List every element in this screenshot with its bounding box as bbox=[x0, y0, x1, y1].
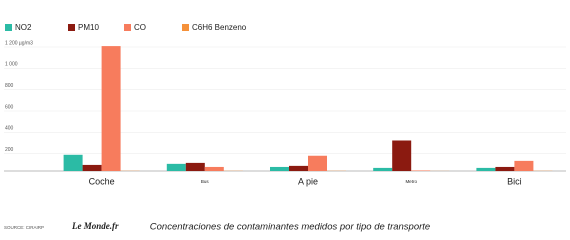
bar bbox=[411, 170, 431, 171]
bar bbox=[204, 166, 224, 171]
x-tick-label: Bici bbox=[507, 176, 522, 186]
bar bbox=[63, 154, 83, 171]
caption: Concentraciones de contaminantes medidos… bbox=[150, 222, 430, 233]
bar bbox=[495, 166, 515, 171]
legend-label: C6H6 Benzeno bbox=[192, 23, 247, 32]
bar bbox=[166, 163, 186, 171]
legend-swatch bbox=[5, 24, 12, 31]
y-tick-label: 1 200 µg/m3 bbox=[5, 40, 33, 46]
legend-label: NO2 bbox=[15, 23, 32, 32]
legend-label: PM10 bbox=[78, 23, 99, 32]
y-tick-label: 600 bbox=[5, 104, 14, 110]
x-tick-label: Metro bbox=[405, 179, 417, 184]
legend-swatch bbox=[182, 24, 189, 31]
bar bbox=[514, 160, 534, 171]
bar bbox=[82, 164, 102, 171]
bar bbox=[270, 166, 289, 171]
y-tick-label: 800 bbox=[5, 83, 14, 89]
brand: Le Monde.fr bbox=[71, 221, 119, 231]
source: SOURCE: CIRAIRP bbox=[4, 225, 44, 230]
bar bbox=[308, 155, 327, 171]
y-tick-label: 400 bbox=[5, 126, 14, 132]
bar bbox=[476, 167, 496, 171]
bar bbox=[392, 140, 412, 171]
legend-label: CO bbox=[134, 23, 146, 32]
bar bbox=[373, 167, 393, 171]
x-tick-label: Coche bbox=[89, 176, 115, 186]
x-tick-label: Bus bbox=[201, 179, 210, 184]
bar bbox=[185, 162, 205, 171]
y-tick-label: 1 000 bbox=[5, 62, 18, 68]
legend-swatch bbox=[124, 24, 131, 31]
y-tick-label: 200 bbox=[5, 147, 14, 153]
x-tick-label: A pie bbox=[298, 176, 318, 186]
bar bbox=[289, 165, 308, 171]
bar bbox=[101, 46, 121, 171]
legend-swatch bbox=[68, 24, 75, 31]
